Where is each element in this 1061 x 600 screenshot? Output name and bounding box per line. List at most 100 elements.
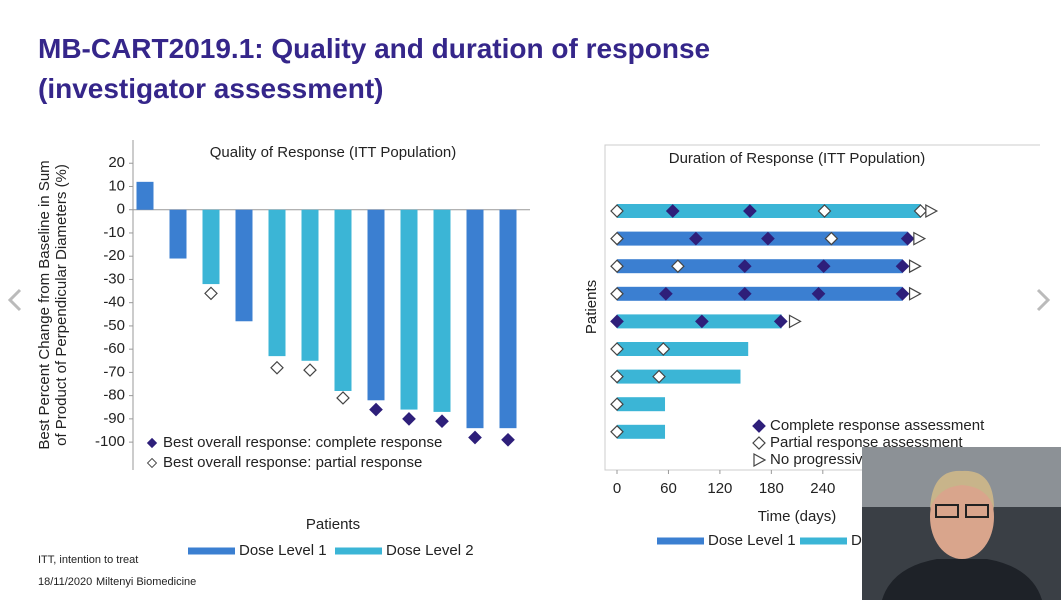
bar [400,209,418,410]
bar [466,209,484,429]
legend-label: Dose Level 2 [386,542,474,559]
legend-marker [146,437,158,449]
bar [617,204,921,218]
marker [908,259,922,274]
y-tick-label: -90 [103,410,125,427]
legend-marker [146,457,158,469]
marker [895,259,910,274]
x-axis-label: Time (days) [758,508,837,525]
webcam-overlay [862,447,1061,600]
marker [402,412,416,426]
person-hair [930,470,994,509]
legend-label: Dose Level 1 [239,542,327,559]
marker [204,286,218,301]
legend-marker [752,436,766,450]
bar [617,259,903,274]
marker [665,204,680,218]
bar [617,369,741,384]
marker [610,424,624,439]
marker [652,369,666,384]
bar [367,209,385,401]
marker [824,231,839,246]
marker [610,342,624,356]
glasses [965,504,989,518]
glasses [935,504,959,518]
marker [895,286,910,301]
marker [761,231,775,246]
y-axis-label: Patients [583,280,600,334]
y-tick-label: -10 [103,224,125,241]
date: 18/11/2020 [38,576,92,588]
bar [617,397,666,412]
bar [334,209,352,391]
y-tick-label: -60 [103,340,125,357]
marker [270,360,284,375]
footnote: ITT, intention to treat [38,554,138,566]
y-tick-label: -100 [95,433,125,450]
marker [369,402,383,417]
y-tick-label: -30 [103,270,125,287]
marker [908,286,922,301]
marker [817,204,832,218]
legend-label: Best overall response: partial response [163,454,422,471]
person-body [882,559,1042,600]
bar [202,209,220,285]
bar [499,209,517,429]
marker [336,391,350,405]
marker [737,286,752,301]
y-tick-label: -50 [103,317,125,334]
marker [913,231,927,246]
marker [737,259,752,274]
marker [610,397,624,412]
marker [788,314,802,329]
x-axis-label: Patients [306,516,360,533]
x-tick-label: 240 [810,480,835,497]
marker [656,342,671,356]
bar [235,209,253,322]
y-tick-label: -70 [103,363,125,380]
marker [811,286,826,301]
bar [136,181,154,210]
x-tick-label: 180 [759,480,784,497]
next-arrow[interactable] [1036,288,1051,312]
marker [610,286,624,301]
x-tick-label: 120 [707,480,732,497]
bar [268,209,286,357]
marker [900,231,915,246]
marker [913,204,928,218]
marker [925,203,939,219]
legend-label: Partial response assessment [770,434,963,451]
person-head [930,475,994,559]
marker [659,286,673,301]
company: Miltenyi Biomedicine [96,576,196,588]
y-axis-label: of Product of Perpendicular Diameters (%… [53,164,70,446]
marker [610,314,624,329]
y-tick-label: -20 [103,247,125,264]
prev-arrow[interactable] [7,288,22,312]
bar [617,342,749,356]
slide-title: (investigator assessment) [38,73,383,104]
slide-title: MB-CART2019.1: Quality and duration of r… [38,33,710,64]
marker [610,204,624,218]
marker [303,363,317,377]
chart-title: Quality of Response (ITT Population) [210,144,457,161]
marker [435,414,449,429]
marker [816,259,831,274]
legend-marker [752,419,766,433]
marker [695,314,709,329]
marker [671,259,685,274]
y-tick-label: -40 [103,294,125,311]
bar [617,286,903,301]
legend-marker [753,452,767,468]
y-tick-label: 20 [108,154,125,171]
marker [743,204,757,218]
legend-label: Complete response assessment [770,417,985,434]
y-tick-label: 10 [108,177,125,194]
bar [169,209,187,259]
marker [610,259,624,274]
y-tick-label: -80 [103,387,125,404]
marker [610,231,624,246]
bar [617,424,666,439]
